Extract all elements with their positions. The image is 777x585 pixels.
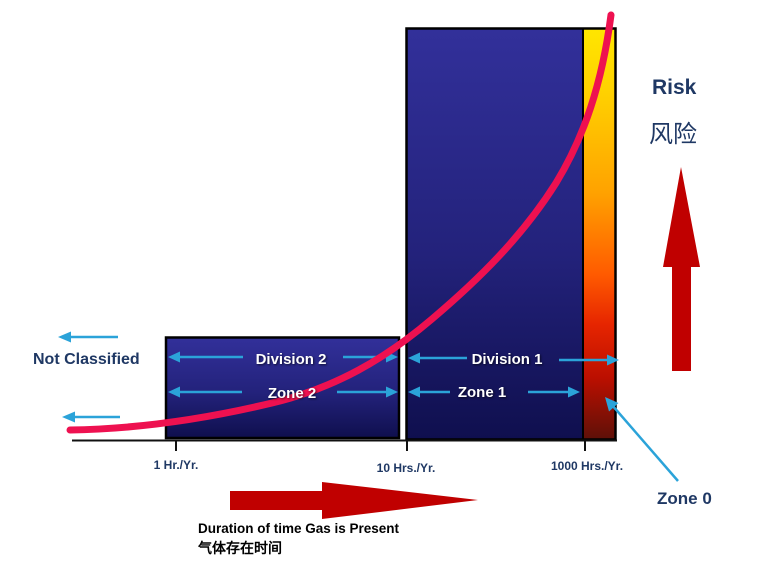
zone1-label: Zone 1: [457, 384, 507, 401]
left-arrowhead-icon: [62, 411, 75, 423]
risk-label-zh: 风险: [649, 121, 697, 148]
short-bar-arrow-lines: [178, 355, 388, 394]
left-arrowhead-icon: [58, 331, 71, 343]
not-classified-arrows: [70, 335, 120, 419]
risk-curve: [66, 11, 615, 434]
zone0-label: Zone 0: [657, 489, 712, 508]
duration-arrow-icon: [230, 482, 478, 519]
zone0-pointer-arrowhead-icon: [605, 397, 619, 412]
tall-bar: [406, 28, 584, 440]
zone2-label: Zone 2: [267, 385, 317, 402]
risk-gradient-strip: [583, 28, 616, 440]
axis-tick-label-1hr: 1 Hr./Yr.: [153, 458, 199, 472]
risk-arrow-icon: [663, 167, 700, 371]
duration-label-en: Duration of time Gas is Present: [198, 521, 400, 536]
left-arrowhead-icon: [408, 386, 420, 398]
division2-label: Division 2: [255, 351, 327, 368]
risk-label-en: Risk: [652, 76, 697, 99]
division1-label: Division 1: [471, 351, 543, 368]
axis-tick-label-10hrs: 10 Hrs./Yr.: [376, 461, 436, 475]
tall-bar-arrowheads: [408, 352, 619, 398]
right-arrowhead-icon: [386, 386, 398, 398]
zone0-pointer-arrow: [605, 397, 679, 482]
tall-bar-arrow-lines: [418, 356, 608, 394]
axis-tick-label-1000hrs: 1000 Hrs./Yr.: [550, 459, 624, 473]
zone0-pointer-line: [611, 404, 679, 482]
not-classified-label: Not Classified: [33, 351, 140, 368]
duration-label-zh: 气体存在时间: [198, 540, 282, 556]
left-arrowhead-icon: [168, 351, 180, 363]
right-arrowhead-icon: [568, 386, 580, 398]
right-arrowhead-icon: [607, 354, 619, 366]
left-arrowhead-icon: [168, 386, 180, 398]
short-bar: [164, 336, 401, 440]
left-arrowhead-icon: [408, 352, 420, 364]
not-classified-arrowheads: [58, 331, 75, 423]
